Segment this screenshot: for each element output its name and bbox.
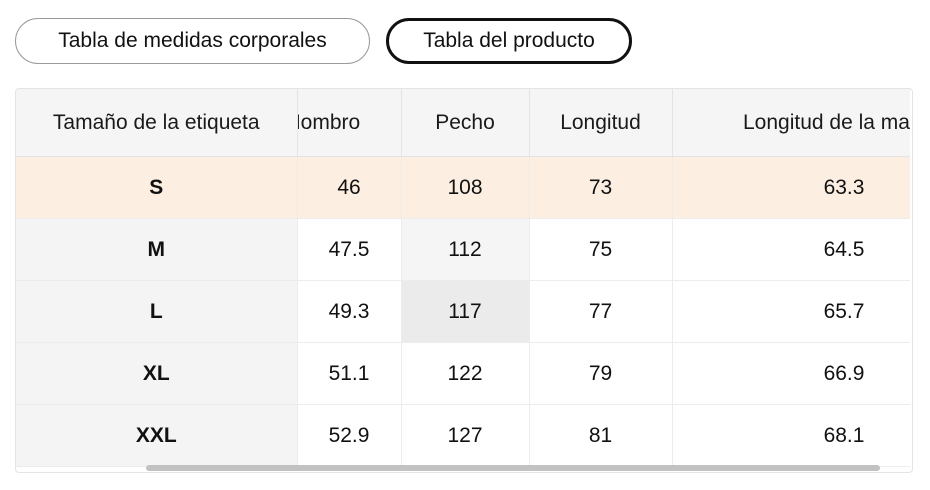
header-size-label: Tamaño de la etiqueta [16,89,298,157]
chest-cell: 108 [401,156,530,219]
sleeve-length-cell: 66.9 [672,342,910,405]
chest-cell: 122 [401,342,530,405]
shoulder-cell: 52.9 [297,404,402,467]
size-cell: M [16,218,298,281]
shoulder-cell: 46 [297,156,402,219]
chest-cell: 117 [401,280,530,343]
header-length: Longitud [529,89,673,157]
table-row[interactable]: XL 51.1 122 79 66.9 [16,342,910,405]
length-cell: 81 [529,404,673,467]
table-row[interactable]: S 46 108 73 63.3 [16,156,910,219]
table-row[interactable]: XXL 52.9 127 81 68.1 [16,404,910,467]
shoulder-cell: 49.3 [297,280,402,343]
header-chest: Pecho [401,89,530,157]
sleeve-length-cell: 68.1 [672,404,910,467]
header-shoulder: Hombro [297,89,402,157]
table-row[interactable]: M 47.5 112 75 64.5 [16,218,910,281]
shoulder-cell: 51.1 [297,342,402,405]
size-table: Tamaño de la etiqueta Hombro Pecho Longi… [16,89,910,467]
horizontal-scrollbar[interactable] [146,465,880,471]
length-cell: 75 [529,218,673,281]
size-cell: XXL [16,404,298,467]
length-cell: 73 [529,156,673,219]
size-cell: S [16,156,298,219]
table-row[interactable]: L 49.3 117 77 65.7 [16,280,910,343]
sleeve-length-cell: 63.3 [672,156,910,219]
size-cell: XL [16,342,298,405]
sleeve-length-cell: 64.5 [672,218,910,281]
size-table-scroll-area[interactable]: Tamaño de la etiqueta Hombro Pecho Longi… [16,89,910,470]
size-table-container: Tamaño de la etiqueta Hombro Pecho Longi… [15,88,913,473]
size-chart-tabs: Tabla de medidas corporales Tabla del pr… [15,18,632,64]
chest-cell: 127 [401,404,530,467]
tab-body-measurements[interactable]: Tabla de medidas corporales [15,18,370,64]
size-cell: L [16,280,298,343]
tab-product-measurements[interactable]: Tabla del producto [386,18,632,64]
shoulder-cell: 47.5 [297,218,402,281]
table-header-row: Tamaño de la etiqueta Hombro Pecho Longi… [16,89,910,157]
length-cell: 77 [529,280,673,343]
length-cell: 79 [529,342,673,405]
header-sleeve-length: Longitud de la manga [672,89,910,157]
chest-cell: 112 [401,218,530,281]
sleeve-length-cell: 65.7 [672,280,910,343]
